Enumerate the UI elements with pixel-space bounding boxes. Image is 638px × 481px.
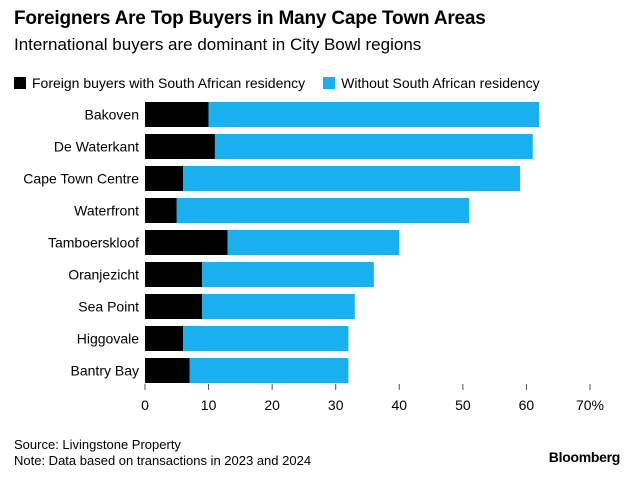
x-tick-label-70: 70% — [576, 397, 604, 413]
note-text: Note: Data based on transactions in 2023… — [14, 453, 312, 468]
x-tick-label-20: 20 — [264, 397, 280, 413]
chart-subtitle: International buyers are dominant in Cit… — [14, 35, 422, 54]
legend-item-with-residency: Foreign buyers with South African reside… — [14, 75, 305, 91]
bar-waterfront-series-1 — [145, 198, 177, 223]
category-label-bakoven: Bakoven — [85, 107, 139, 123]
bar-oranjezicht-series-1 — [145, 262, 203, 287]
legend-label-with-residency: Foreign buyers with South African reside… — [32, 75, 306, 91]
category-label-de-waterkant: De Waterkant — [54, 139, 139, 155]
category-label-higgovale: Higgovale — [77, 331, 139, 347]
legend-item-without-residency: Without South African residency — [323, 75, 540, 91]
bar-tamboerskloof-series-1 — [145, 230, 228, 255]
bar-bakoven-series-1 — [145, 102, 209, 127]
category-label-oranjezicht: Oranjezicht — [68, 267, 139, 283]
bar-tamboerskloof-series-2 — [227, 230, 400, 255]
legend-label-without-residency: Without South African residency — [341, 75, 540, 91]
bar-sea-point-series-1 — [145, 294, 203, 319]
legend: Foreign buyers with South African reside… — [14, 75, 558, 91]
category-label-waterfront: Waterfront — [74, 203, 139, 219]
bar-bakoven-series-2 — [208, 102, 540, 127]
x-tick-label-40: 40 — [391, 397, 407, 413]
bloomberg-logo: Bloomberg — [548, 449, 621, 465]
legend-swatch-without-residency — [323, 77, 336, 89]
legend-swatch-with-residency — [14, 77, 26, 89]
x-tick-label-10: 10 — [201, 397, 217, 413]
footer-notes: Source: Livingstone Property Note: Data … — [14, 437, 311, 469]
bar-bantry-bay-series-2 — [189, 358, 349, 383]
x-tick-label-50: 50 — [455, 397, 471, 413]
bar-cape-town-centre-series-1 — [145, 166, 184, 191]
category-label-tamboerskloof: Tamboerskloof — [48, 235, 139, 251]
chart-title: Foreigners Are Top Buyers in Many Cape T… — [14, 8, 486, 29]
bar-higgovale-series-2 — [183, 326, 349, 351]
bar-de-waterkant-series-2 — [214, 134, 533, 159]
source-text: Source: Livingstone Property — [14, 437, 181, 452]
x-tick-label-0: 0 — [141, 397, 149, 413]
category-label-sea-point: Sea Point — [78, 299, 139, 315]
bar-de-waterkant-series-1 — [145, 134, 215, 159]
x-tick-label-60: 60 — [519, 397, 535, 413]
category-label-bantry-bay: Bantry Bay — [71, 363, 139, 379]
bar-oranjezicht-series-2 — [202, 262, 374, 287]
bar-cape-town-centre-series-2 — [183, 166, 521, 191]
bar-bantry-bay-series-1 — [145, 358, 190, 383]
x-tick-label-30: 30 — [328, 397, 344, 413]
category-label-cape-town-centre: Cape Town Centre — [23, 171, 139, 187]
bar-waterfront-series-2 — [176, 198, 470, 223]
bar-higgovale-series-1 — [145, 326, 184, 351]
bar-sea-point-series-2 — [202, 294, 355, 319]
